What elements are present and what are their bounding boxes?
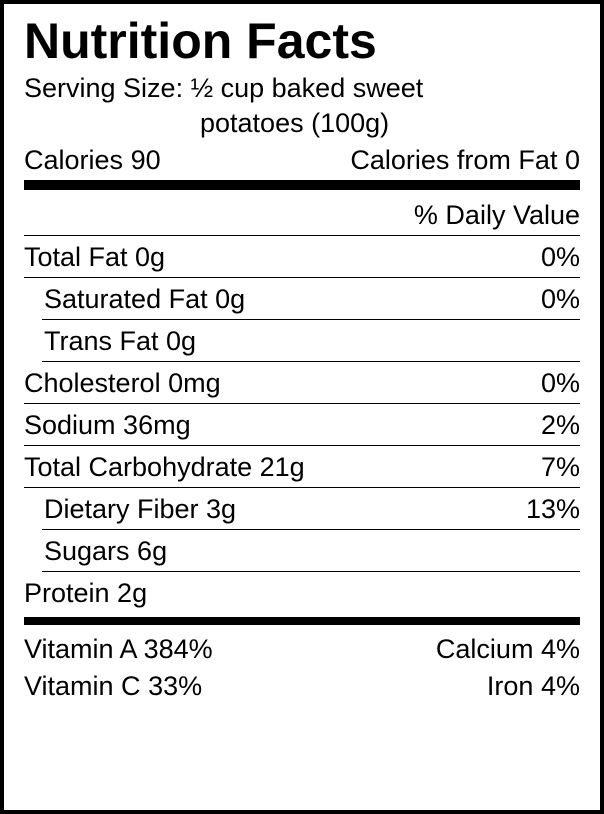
panel-title: Nutrition Facts: [24, 14, 580, 69]
serving-size: Serving Size: ½ cup baked sweet potatoes…: [24, 71, 580, 141]
nutrient-name: Total Carbohydrate 21g: [24, 452, 541, 483]
calcium-value: 4%: [541, 634, 580, 664]
nutrient-dv: 13%: [526, 494, 580, 525]
vitamin-c-value: 33%: [148, 671, 202, 701]
nutrient-name: Trans Fat 0g: [42, 326, 580, 357]
nutrient-row: Saturated Fat 0g0%: [24, 278, 580, 320]
calories-label: Calories: [24, 145, 123, 175]
nutrient-row: Trans Fat 0g: [24, 320, 580, 362]
nutrient-dv: 2%: [541, 410, 580, 441]
calories-from-fat: Calories from Fat 0: [350, 145, 580, 176]
nutrient-name: Total Fat 0g: [24, 242, 541, 273]
vitamins-row: Vitamin A 384% Vitamin C 33% Calcium 4% …: [24, 631, 580, 704]
nutrient-name: Sodium 36mg: [24, 410, 541, 441]
nutrient-name: Cholesterol 0mg: [24, 368, 541, 399]
vitamin-a-value: 384%: [144, 634, 213, 664]
calories-from-fat-value: 0: [565, 145, 580, 175]
nutrient-name: Protein 2g: [24, 578, 580, 609]
calories-from-fat-label: Calories from Fat: [350, 145, 557, 175]
vitamin-a: Vitamin A 384%: [24, 631, 213, 667]
calories-left: Calories 90: [24, 145, 161, 176]
vitamin-a-name: Vitamin A: [24, 634, 136, 664]
thick-divider-top: [24, 180, 580, 190]
thick-divider-bottom: [24, 617, 580, 625]
nutrient-row: Total Fat 0g0%: [24, 236, 580, 278]
nutrient-list: Total Fat 0g0%Saturated Fat 0g0%Trans Fa…: [24, 236, 580, 613]
daily-value-header: % Daily Value: [24, 196, 580, 236]
serving-label: Serving Size:: [24, 73, 183, 103]
calcium-name: Calcium: [436, 634, 534, 664]
nutrient-dv: 0%: [541, 284, 580, 315]
vitamins-left-col: Vitamin A 384% Vitamin C 33%: [24, 631, 213, 704]
calories-value: 90: [131, 145, 161, 175]
vitamins-right-col: Calcium 4% Iron 4%: [436, 631, 580, 704]
nutrient-dv: 0%: [541, 368, 580, 399]
nutrient-row: Sugars 6g: [24, 530, 580, 572]
nutrient-name: Saturated Fat 0g: [42, 284, 541, 315]
vitamin-c: Vitamin C 33%: [24, 668, 213, 704]
nutrient-name: Dietary Fiber 3g: [42, 494, 526, 525]
nutrient-row: Protein 2g: [24, 572, 580, 613]
vitamin-c-name: Vitamin C: [24, 671, 141, 701]
nutrient-row: Sodium 36mg2%: [24, 404, 580, 446]
serving-value-line1: ½ cup baked sweet: [191, 73, 424, 103]
nutrition-facts-panel: Nutrition Facts Serving Size: ½ cup bake…: [0, 0, 604, 814]
calories-row: Calories 90 Calories from Fat 0: [24, 145, 580, 176]
iron: Iron 4%: [436, 668, 580, 704]
calcium: Calcium 4%: [436, 631, 580, 667]
nutrient-row: Total Carbohydrate 21g7%: [24, 446, 580, 488]
iron-name: Iron: [487, 671, 534, 701]
nutrient-dv: 0%: [541, 242, 580, 273]
nutrient-row: Dietary Fiber 3g13%: [24, 488, 580, 530]
iron-value: 4%: [541, 671, 580, 701]
nutrient-row: Cholesterol 0mg0%: [24, 362, 580, 404]
serving-value-line2: potatoes (100g): [24, 108, 389, 138]
nutrient-name: Sugars 6g: [42, 536, 580, 567]
nutrient-dv: 7%: [541, 452, 580, 483]
